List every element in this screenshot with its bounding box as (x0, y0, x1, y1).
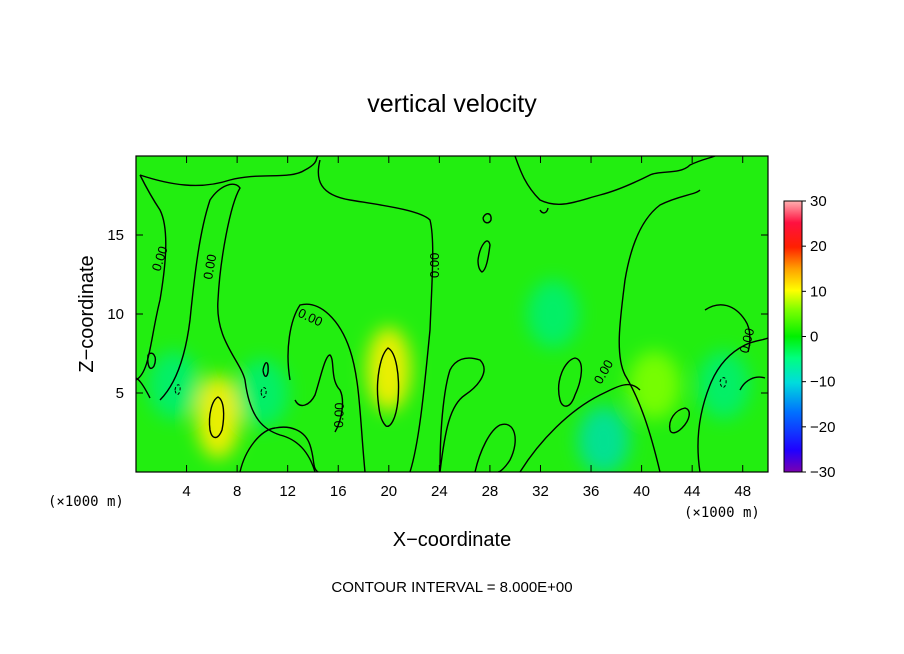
y-tick-label: 10 (107, 306, 124, 323)
negative-contour-line (719, 377, 727, 388)
colorbar-tick-label: 30 (810, 193, 827, 210)
contour-label: 0.00 (200, 253, 219, 281)
velocity-feature (147, 351, 200, 420)
x-tick-label: 4 (182, 483, 190, 500)
contour-label: 0.00 (427, 253, 442, 278)
chart-title: vertical velocity (367, 90, 537, 118)
velocity-feature (577, 406, 630, 472)
contour-label: 0.00 (149, 244, 171, 273)
x-tick-label: 48 (734, 483, 751, 500)
plot-background-field (136, 156, 768, 472)
contour-line (139, 156, 319, 187)
contour-line (477, 240, 491, 273)
contour-line (239, 426, 319, 472)
contour-line (519, 383, 641, 472)
contour-line (514, 156, 716, 205)
contour-line (159, 183, 316, 472)
velocity-feature (628, 351, 681, 420)
contour-interval-footer: CONTOUR INTERVAL = 8.000E+00 (331, 579, 572, 596)
contour-label: 0.00 (736, 326, 757, 354)
x-tick-label: 8 (233, 483, 241, 500)
x-unit-label: (×1000 m) (48, 494, 124, 510)
contour-line (739, 376, 766, 391)
x-unit-label-right: (×1000 m) (684, 505, 760, 521)
contour-line (539, 207, 549, 214)
colorbar-tick-label: 10 (810, 283, 827, 300)
velocity-feature (527, 280, 580, 348)
colorbar-tick-label: 20 (810, 238, 827, 255)
velocity-feature (236, 359, 289, 427)
x-axis-title: X−coordinate (393, 529, 511, 551)
contour-line (474, 423, 516, 472)
contour-line (558, 357, 583, 407)
contour-line (697, 337, 768, 472)
x-tick-label: 44 (684, 483, 701, 500)
contour-line (668, 407, 690, 434)
velocity-feature (196, 374, 241, 459)
x-tick-label: 40 (633, 483, 650, 500)
colorbar (783, 200, 803, 473)
contour-label: 0.00 (331, 402, 347, 428)
contour-line (136, 377, 151, 399)
y-tick-label: 5 (116, 385, 124, 402)
x-tick-label: 20 (380, 483, 397, 500)
contour-line (317, 159, 434, 472)
x-tick-label: 28 (482, 483, 499, 500)
x-tick-label: 16 (330, 483, 347, 500)
colorbar-tick-label: 0 (810, 329, 818, 346)
contour-line (287, 303, 366, 472)
colorbar-tick-label: −10 (810, 374, 835, 391)
contour-line (294, 354, 344, 433)
x-tick-label: 24 (431, 483, 448, 500)
velocity-feature (697, 351, 750, 420)
negative-contour-line (260, 387, 267, 398)
colorbar-tick-label: −30 (810, 464, 835, 481)
y-axis-title: Z−coordinate (76, 255, 98, 372)
y-tick-label: 15 (107, 227, 124, 244)
x-tick-label: 32 (532, 483, 549, 500)
x-tick-label: 36 (583, 483, 600, 500)
contour-line (618, 189, 701, 472)
contour-line (482, 213, 492, 224)
contour-line (439, 357, 485, 472)
contour-line (376, 347, 400, 427)
negative-contour-line (174, 384, 181, 395)
contour-line (262, 362, 269, 377)
contour-line (208, 396, 225, 439)
x-tick-label: 12 (279, 483, 296, 500)
colorbar-tick-label: −20 (810, 419, 835, 436)
contour-line (147, 352, 157, 370)
contour-line (704, 304, 751, 353)
velocity-feature (366, 327, 411, 412)
